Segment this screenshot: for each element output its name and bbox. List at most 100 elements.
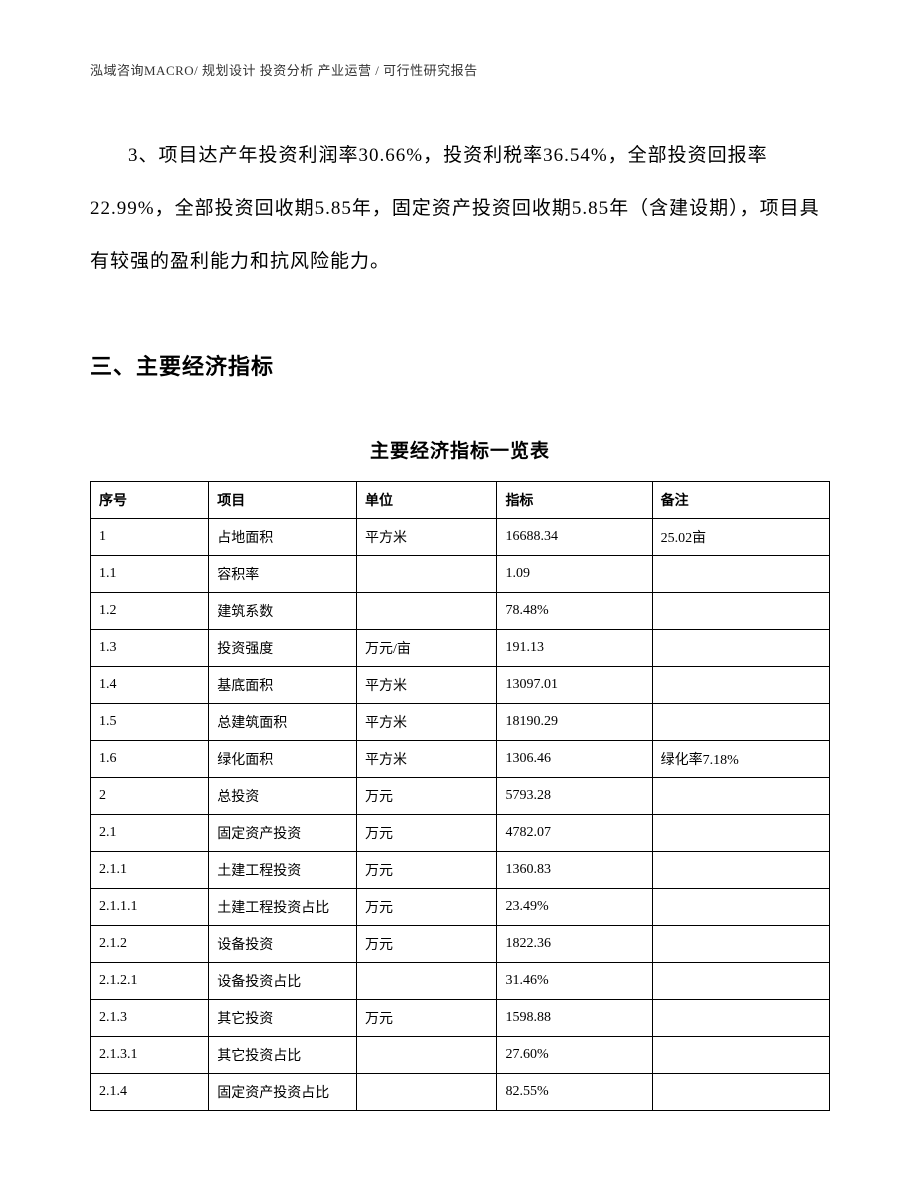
table-cell: 建筑系数 — [209, 592, 357, 629]
table-cell: 固定资产投资占比 — [209, 1073, 357, 1110]
table-header-row: 序号 项目 单位 指标 备注 — [91, 481, 830, 518]
table-cell — [652, 814, 829, 851]
table-row: 2.1.3.1其它投资占比27.60% — [91, 1036, 830, 1073]
table-cell — [357, 555, 497, 592]
table-cell: 平方米 — [357, 740, 497, 777]
table-cell: 平方米 — [357, 703, 497, 740]
table-cell: 2 — [91, 777, 209, 814]
table-cell: 82.55% — [497, 1073, 652, 1110]
table-row: 1.4基底面积平方米13097.01 — [91, 666, 830, 703]
table-row: 2.1.2设备投资万元1822.36 — [91, 925, 830, 962]
table-cell — [652, 1036, 829, 1073]
table-row: 2.1固定资产投资万元4782.07 — [91, 814, 830, 851]
table-cell: 万元 — [357, 999, 497, 1036]
table-cell: 27.60% — [497, 1036, 652, 1073]
table-cell: 绿化率7.18% — [652, 740, 829, 777]
table-cell — [652, 592, 829, 629]
table-cell: 万元 — [357, 888, 497, 925]
table-cell: 投资强度 — [209, 629, 357, 666]
table-cell — [357, 592, 497, 629]
table-row: 2.1.4固定资产投资占比 82.55% — [91, 1073, 830, 1110]
table-cell: 1360.83 — [497, 851, 652, 888]
table-cell: 4782.07 — [497, 814, 652, 851]
table-cell: 18190.29 — [497, 703, 652, 740]
table-header-cell: 项目 — [209, 481, 357, 518]
table-cell: 23.49% — [497, 888, 652, 925]
table-cell: 设备投资 — [209, 925, 357, 962]
section-title: 三、主要经济指标 — [90, 349, 830, 381]
table-cell: 容积率 — [209, 555, 357, 592]
table-cell: 191.13 — [497, 629, 652, 666]
table-cell — [652, 777, 829, 814]
table-row: 1.3投资强度万元/亩191.13 — [91, 629, 830, 666]
table-row: 1占地面积平方米16688.3425.02亩 — [91, 518, 830, 555]
table-header-cell: 序号 — [91, 481, 209, 518]
table-cell — [652, 555, 829, 592]
table-cell — [652, 629, 829, 666]
table-cell: 1.2 — [91, 592, 209, 629]
table-row: 2.1.1土建工程投资万元1360.83 — [91, 851, 830, 888]
table-cell: 13097.01 — [497, 666, 652, 703]
economic-indicators-table: 序号 项目 单位 指标 备注 1占地面积平方米16688.3425.02亩1.1… — [90, 481, 830, 1111]
table-cell: 2.1.2 — [91, 925, 209, 962]
table-cell: 万元 — [357, 851, 497, 888]
table-header-cell: 单位 — [357, 481, 497, 518]
table-cell: 2.1.4 — [91, 1073, 209, 1110]
table-cell — [652, 666, 829, 703]
table-cell: 1.4 — [91, 666, 209, 703]
table-cell — [357, 962, 497, 999]
table-cell: 万元 — [357, 814, 497, 851]
table-row: 2.1.3其它投资万元1598.88 — [91, 999, 830, 1036]
table-cell: 万元/亩 — [357, 629, 497, 666]
table-title: 主要经济指标一览表 — [90, 436, 830, 463]
table-cell: 设备投资占比 — [209, 962, 357, 999]
table-cell — [357, 1036, 497, 1073]
table-cell: 1.1 — [91, 555, 209, 592]
table-cell: 1 — [91, 518, 209, 555]
table-cell: 绿化面积 — [209, 740, 357, 777]
table-row: 1.1容积率1.09 — [91, 555, 830, 592]
table-row: 2.1.2.1设备投资占比 31.46% — [91, 962, 830, 999]
table-cell: 1598.88 — [497, 999, 652, 1036]
body-paragraph: 3、项目达产年投资利润率30.66%，投资利税率36.54%，全部投资回报率22… — [90, 129, 830, 289]
table-cell: 固定资产投资 — [209, 814, 357, 851]
table-cell: 1306.46 — [497, 740, 652, 777]
page-header: 泓域咨询MACRO/ 规划设计 投资分析 产业运营 / 可行性研究报告 — [90, 60, 830, 79]
table-cell: 2.1.3 — [91, 999, 209, 1036]
table-cell: 16688.34 — [497, 518, 652, 555]
table-cell: 平方米 — [357, 518, 497, 555]
table-row: 2总投资万元5793.28 — [91, 777, 830, 814]
table-cell: 土建工程投资占比 — [209, 888, 357, 925]
table-header-cell: 指标 — [497, 481, 652, 518]
table-cell: 5793.28 — [497, 777, 652, 814]
table-cell — [652, 999, 829, 1036]
table-cell: 1822.36 — [497, 925, 652, 962]
table-cell: 2.1.2.1 — [91, 962, 209, 999]
table-cell: 25.02亩 — [652, 518, 829, 555]
table-row: 1.2建筑系数 78.48% — [91, 592, 830, 629]
table-cell: 31.46% — [497, 962, 652, 999]
table-cell — [652, 703, 829, 740]
table-cell: 其它投资 — [209, 999, 357, 1036]
table-cell: 2.1.3.1 — [91, 1036, 209, 1073]
table-cell: 占地面积 — [209, 518, 357, 555]
table-cell: 土建工程投资 — [209, 851, 357, 888]
table-cell: 1.5 — [91, 703, 209, 740]
table-cell: 1.6 — [91, 740, 209, 777]
table-cell: 万元 — [357, 777, 497, 814]
table-cell: 基底面积 — [209, 666, 357, 703]
table-row: 1.6绿化面积平方米1306.46绿化率7.18% — [91, 740, 830, 777]
table-cell: 78.48% — [497, 592, 652, 629]
table-cell: 2.1.1.1 — [91, 888, 209, 925]
table-cell — [652, 888, 829, 925]
table-cell — [652, 851, 829, 888]
table-row: 2.1.1.1土建工程投资占比万元23.49% — [91, 888, 830, 925]
table-cell: 1.3 — [91, 629, 209, 666]
table-header-cell: 备注 — [652, 481, 829, 518]
table-row: 1.5总建筑面积平方米18190.29 — [91, 703, 830, 740]
table-cell: 平方米 — [357, 666, 497, 703]
table-cell: 万元 — [357, 925, 497, 962]
table-cell — [652, 1073, 829, 1110]
table-cell: 总投资 — [209, 777, 357, 814]
table-cell — [652, 962, 829, 999]
